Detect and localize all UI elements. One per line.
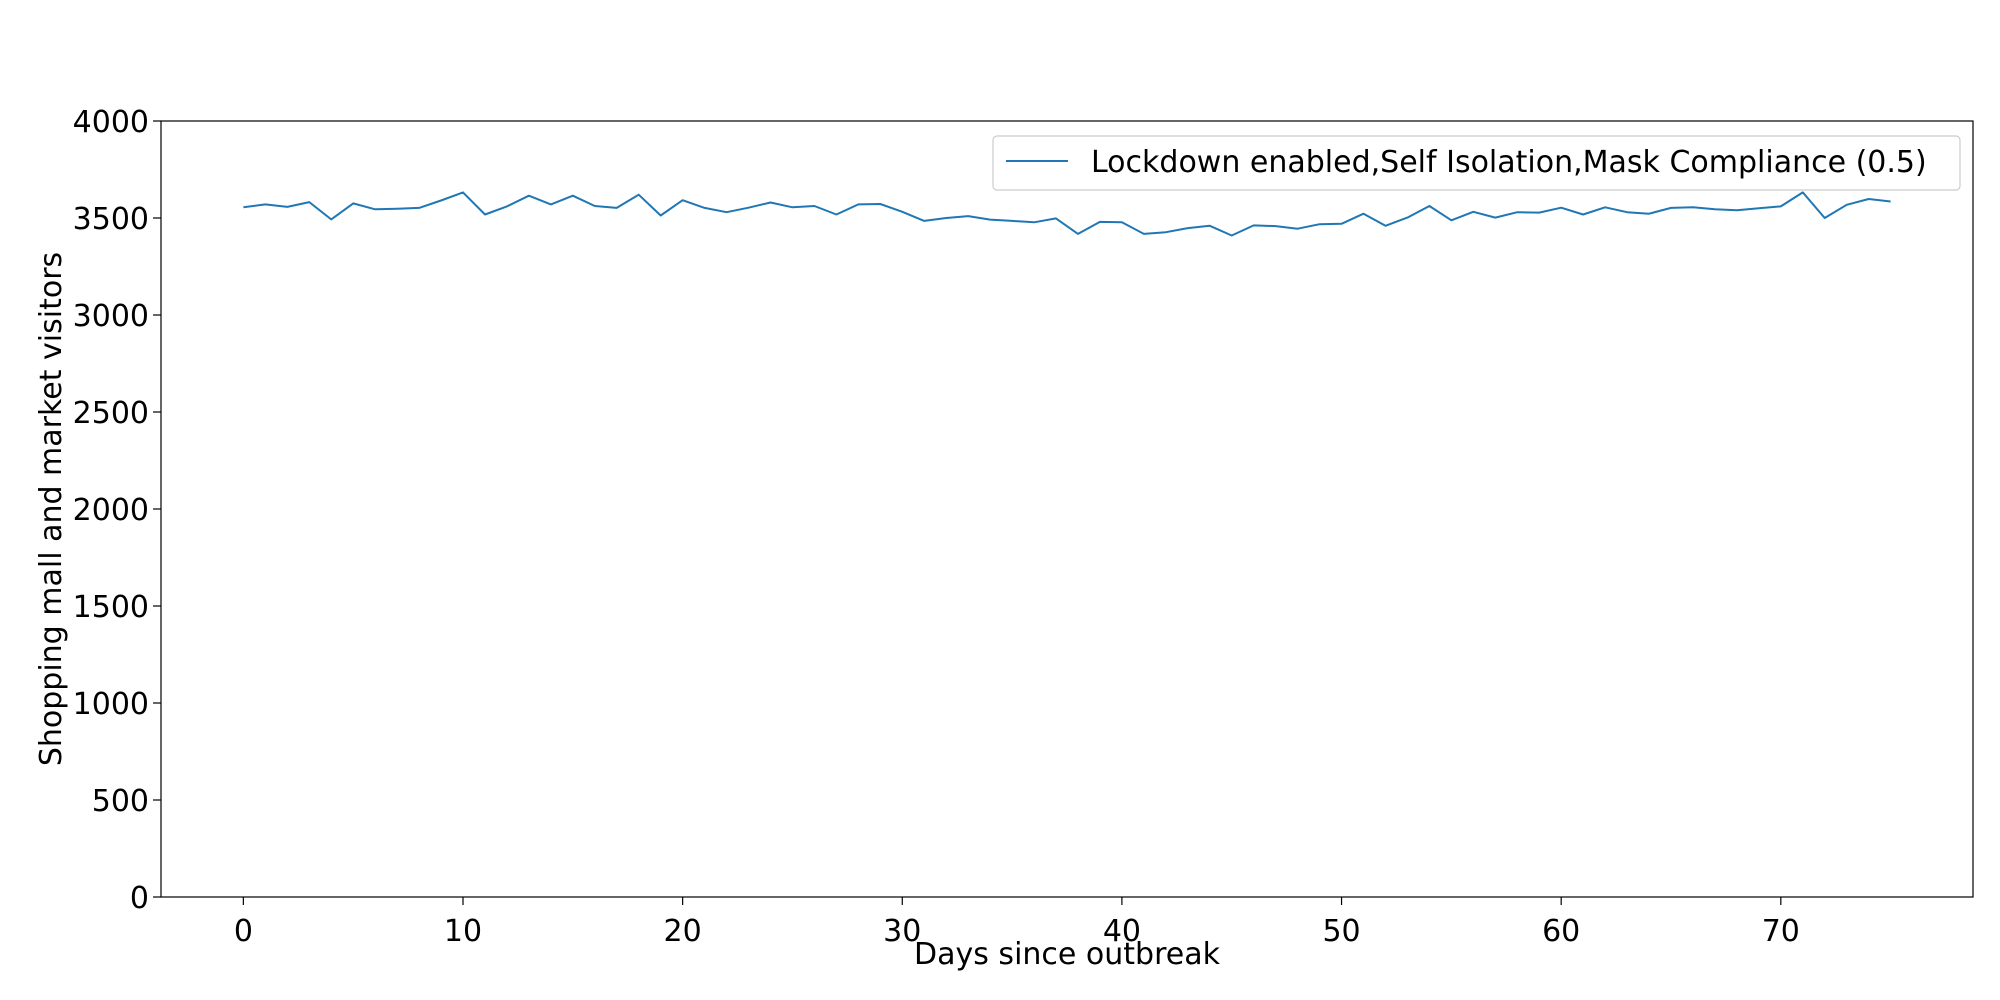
y-tick-label: 2500 [73, 396, 149, 431]
x-tick-label: 20 [664, 914, 702, 949]
y-tick-label: 1500 [73, 590, 149, 625]
plot-area-frame [160, 120, 1974, 898]
x-axis: 0 10 20 30 40 50 60 70 [234, 897, 1800, 949]
x-tick-label: 40 [1103, 914, 1141, 949]
y-tick-label: 3000 [73, 299, 149, 334]
y-tick-label: 500 [92, 784, 149, 819]
y-tick-label: 1000 [73, 687, 149, 722]
x-tick-label: 0 [234, 914, 253, 949]
series-layer [243, 191, 1891, 237]
x-tick-label: 70 [1762, 914, 1800, 949]
legend: Lockdown enabled,Self Isolation,Mask Com… [992, 135, 1961, 191]
series-line-0 [243, 191, 1891, 237]
x-tick-label: 10 [444, 914, 482, 949]
y-tick-label: 4000 [73, 105, 149, 140]
y-axis-title: Shopping mall and market visitors [34, 252, 69, 766]
legend-label: Lockdown enabled,Self Isolation,Mask Com… [1091, 145, 1927, 180]
legend-box [992, 135, 1961, 191]
y-tick-label: 2000 [73, 493, 149, 528]
y-tick-label: 3500 [73, 202, 149, 237]
x-axis-title: Days since outbreak [914, 937, 1221, 972]
x-tick-label: 50 [1322, 914, 1360, 949]
x-tick-label: 30 [883, 914, 921, 949]
y-tick-label: 0 [130, 881, 149, 916]
x-tick-label: 60 [1542, 914, 1580, 949]
y-axis: 0 500 1000 1500 2000 2500 3000 3500 4000 [73, 105, 161, 916]
